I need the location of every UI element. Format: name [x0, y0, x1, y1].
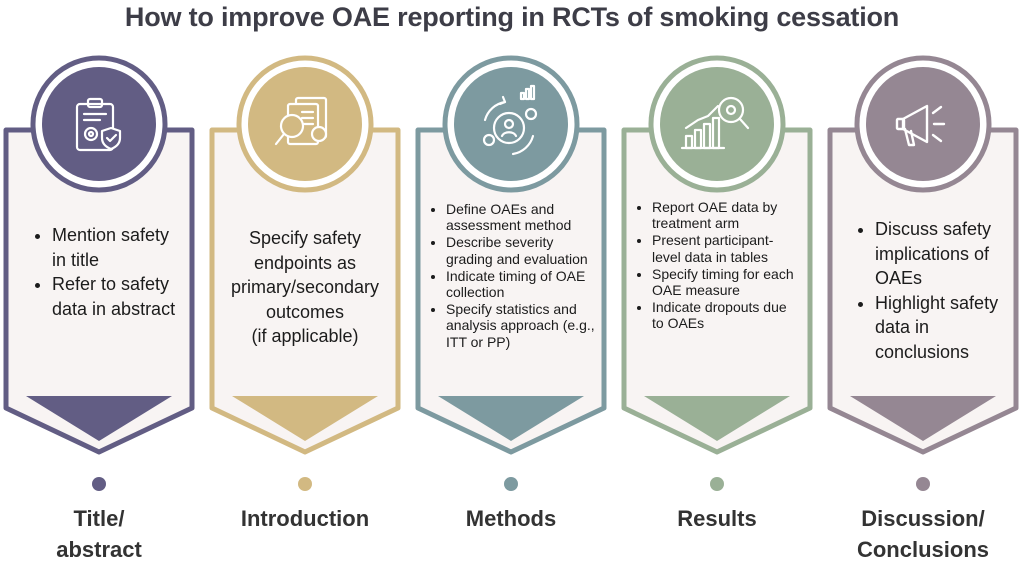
stage-5-bullet: Highlight safety data in conclusions — [875, 291, 1009, 365]
stage-4-bullet: Specify timing for each OAE measure — [652, 266, 802, 298]
stage-label-discussion: Discussion/ Conclusions — [838, 503, 1008, 565]
timeline-dot — [92, 477, 106, 491]
stage-label-introduction: Introduction — [215, 503, 395, 534]
stage-3-bullet: Specify statistics and analysis approach… — [446, 301, 598, 350]
timeline-dot — [710, 477, 724, 491]
stage-1-bullet: Mention safety in title — [52, 223, 182, 272]
stage-title-abstract — [3, 55, 195, 491]
stage-4-content: Report OAE data by treatment arm Present… — [634, 199, 802, 333]
stage-introduction — [209, 55, 401, 491]
label-line: abstract — [56, 537, 142, 562]
card-chevron — [438, 396, 584, 441]
label-line: Discussion/ — [861, 506, 985, 531]
medallion-disc — [866, 67, 980, 181]
timeline-dot — [298, 477, 312, 491]
stage-2-line: endpoints as — [253, 252, 357, 273]
stage-methods — [415, 55, 607, 491]
label-line: Title/ — [73, 506, 125, 531]
stage-discussion — [827, 55, 1019, 491]
card-chevron — [232, 396, 378, 441]
stage-4-bullet: Present participant-level data in tables — [652, 232, 802, 264]
stage-1-bullet: Refer to safety data in abstract — [52, 272, 182, 321]
megaphone-icon — [895, 104, 946, 147]
stage-1-content: Mention safety in title Refer to safety … — [34, 223, 182, 321]
infographic-title: How to improve OAE reporting in RCTs of … — [124, 2, 900, 32]
stage-label-title-abstract: Title/ abstract — [19, 503, 179, 565]
stage-4-bullet: Indicate dropouts due to OAEs — [652, 299, 802, 331]
label-line: Results — [677, 506, 757, 531]
stage-5-content: Discuss safety implications of OAEs High… — [857, 217, 1009, 364]
card-chevron — [644, 396, 790, 441]
stage-3-bullet: Indicate timing of OAE collection — [446, 268, 598, 300]
stage-results — [621, 55, 813, 491]
gear-user-cycle-icon — [482, 84, 538, 156]
stage-3-bullet: Define OAEs and assessment method — [446, 201, 598, 233]
timeline-dot — [916, 477, 930, 491]
clipboard-gear-shield-icon — [75, 97, 122, 152]
label-line: Introduction — [240, 506, 370, 531]
stage-4-bullet: Report OAE data by treatment arm — [652, 199, 802, 231]
stage-3-content: Define OAEs and assessment method Descri… — [428, 201, 598, 351]
stage-label-methods: Methods — [431, 503, 591, 534]
stage-2-line: (if applicable) — [251, 326, 359, 346]
card-chevron — [850, 396, 996, 441]
bar-chart-magnifier-icon — [680, 96, 750, 150]
card-chevron — [26, 396, 172, 441]
label-line: Methods — [465, 506, 557, 531]
label-line: Conclusions — [856, 537, 989, 562]
stage-2-content: Specify safety endpoints as primary/seco… — [222, 226, 388, 349]
stage-label-results: Results — [637, 503, 797, 534]
timeline-dot — [504, 477, 518, 491]
stage-2-line: Specify safety — [248, 228, 362, 248]
medallion-disc — [42, 67, 156, 181]
stage-5-bullet: Discuss safety implications of OAEs — [875, 217, 1009, 291]
medallion-disc — [454, 67, 568, 181]
medallion-disc — [660, 67, 774, 181]
stage-3-bullet: Describe severity grading and evaluation — [446, 234, 598, 266]
document-magnifier-icon — [274, 96, 328, 146]
stage-2-line: primary/secondary — [230, 277, 380, 297]
stage-2-line: outcomes — [265, 301, 345, 322]
